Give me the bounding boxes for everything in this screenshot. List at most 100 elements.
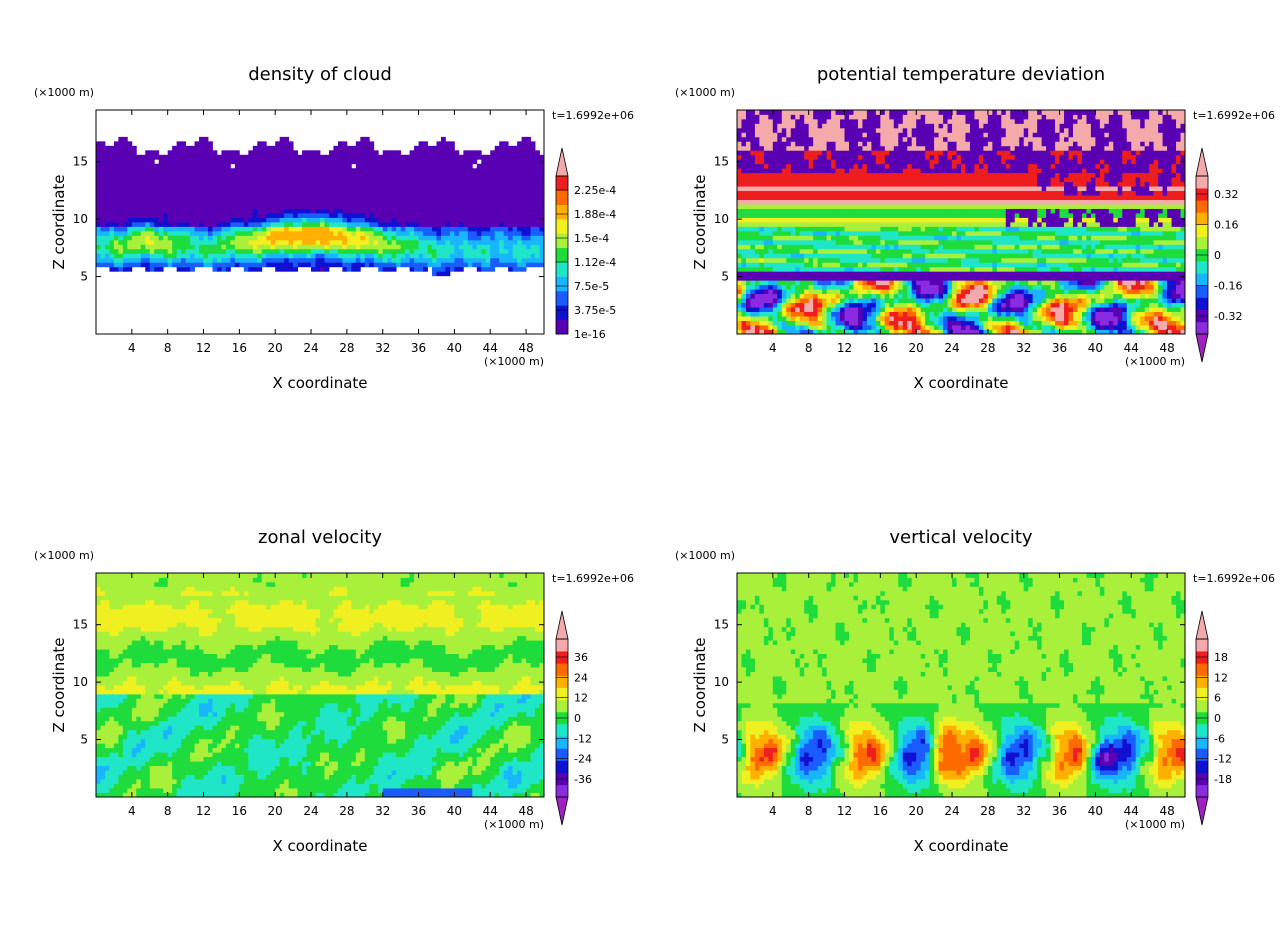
heatmap-cell <box>168 182 173 187</box>
heatmap-cell <box>100 213 105 218</box>
heatmap-cell <box>504 253 509 258</box>
heatmap-cell <box>208 213 213 218</box>
heatmap-cell <box>867 244 872 249</box>
heatmap-cell <box>827 258 832 263</box>
heatmap-cell <box>768 298 773 303</box>
heatmap-cell <box>818 218 823 223</box>
heatmap-cell <box>401 168 406 173</box>
heatmap-cell <box>903 177 908 182</box>
heatmap-cell <box>284 177 289 182</box>
heatmap-cell <box>876 128 881 133</box>
heatmap-cell <box>786 249 791 254</box>
heatmap-cell <box>912 114 917 119</box>
heatmap-cell <box>925 137 930 142</box>
heatmap-cell <box>378 191 383 196</box>
heatmap-cell <box>123 253 128 258</box>
heatmap-cell <box>302 226 307 231</box>
heatmap-cell <box>132 182 137 187</box>
heatmap-cell <box>499 249 504 254</box>
heatmap-cell <box>750 276 755 281</box>
heatmap-cell <box>351 258 356 263</box>
heatmap-cell <box>880 289 885 294</box>
heatmap-cell <box>903 204 908 209</box>
heatmap-cell <box>535 218 540 223</box>
heatmap-cell <box>759 137 764 142</box>
heatmap-cell <box>921 204 926 209</box>
heatmap-cell <box>773 249 778 254</box>
heatmap-cell <box>159 209 164 214</box>
heatmap-cell <box>800 285 805 290</box>
heatmap-cell <box>490 226 495 231</box>
heatmap-cell <box>831 213 836 218</box>
heatmap-cell <box>481 226 486 231</box>
heatmap-cell <box>204 141 209 146</box>
heatmap-cell <box>378 159 383 164</box>
heatmap-cell <box>777 303 782 308</box>
heatmap-cell <box>894 150 899 155</box>
heatmap-cell <box>764 159 769 164</box>
heatmap-cell <box>898 114 903 119</box>
heatmap-cell <box>96 258 101 263</box>
heatmap-cell <box>145 244 150 249</box>
heatmap-cell <box>813 240 818 245</box>
heatmap-cell <box>369 182 374 187</box>
heatmap-cell <box>755 325 760 330</box>
heatmap-cell <box>235 186 240 191</box>
heatmap-cell <box>759 173 764 178</box>
heatmap-cell <box>508 146 513 151</box>
heatmap-cell <box>921 110 926 115</box>
heatmap-cell <box>791 271 796 276</box>
heatmap-cell <box>853 235 858 240</box>
heatmap-cell <box>441 213 446 218</box>
heatmap-cell <box>795 298 800 303</box>
heatmap-cell <box>912 271 917 276</box>
heatmap-cell <box>746 137 751 142</box>
heatmap-cell <box>531 141 536 146</box>
heatmap-cell <box>347 262 352 267</box>
heatmap-cell <box>186 226 191 231</box>
heatmap-cell <box>836 235 841 240</box>
heatmap-cell <box>800 204 805 209</box>
heatmap-cell <box>405 235 410 240</box>
heatmap-cell <box>894 285 899 290</box>
heatmap-cell <box>248 235 253 240</box>
heatmap-cell <box>338 226 343 231</box>
heatmap-cell <box>513 235 518 240</box>
heatmap-cell <box>822 200 827 205</box>
heatmap-cell <box>898 186 903 191</box>
heatmap-cell <box>827 168 832 173</box>
heatmap-cell <box>271 177 276 182</box>
heatmap-cell <box>813 267 818 272</box>
heatmap-cell <box>105 155 110 160</box>
heatmap-cell <box>360 209 365 214</box>
heatmap-cell <box>800 226 805 231</box>
heatmap-cell <box>925 298 930 303</box>
heatmap-cell <box>809 119 814 124</box>
heatmap-cell <box>419 267 424 272</box>
heatmap-cell <box>804 173 809 178</box>
heatmap-cell <box>836 123 841 128</box>
heatmap-cell <box>114 150 119 155</box>
heatmap-cell <box>463 222 468 227</box>
heatmap-cell <box>867 200 872 205</box>
heatmap-cell <box>436 209 441 214</box>
heatmap-cell <box>454 240 459 245</box>
heatmap-cell <box>351 226 356 231</box>
heatmap-cell <box>759 298 764 303</box>
heatmap-cell <box>921 312 926 317</box>
heatmap-cell <box>880 173 885 178</box>
heatmap-cell <box>867 222 872 227</box>
heatmap-cell <box>871 182 876 187</box>
heatmap-cell <box>907 276 912 281</box>
heatmap-cell <box>248 222 253 227</box>
heatmap-cell <box>401 204 406 209</box>
heatmap-cell <box>145 218 150 223</box>
heatmap-cell <box>531 231 536 236</box>
heatmap-cell <box>378 244 383 249</box>
heatmap-cell <box>347 200 352 205</box>
heatmap-cell <box>867 325 872 330</box>
heatmap-cell <box>410 244 415 249</box>
heatmap-cell <box>764 123 769 128</box>
heatmap-cell <box>230 249 235 254</box>
heatmap-cell <box>150 231 155 236</box>
